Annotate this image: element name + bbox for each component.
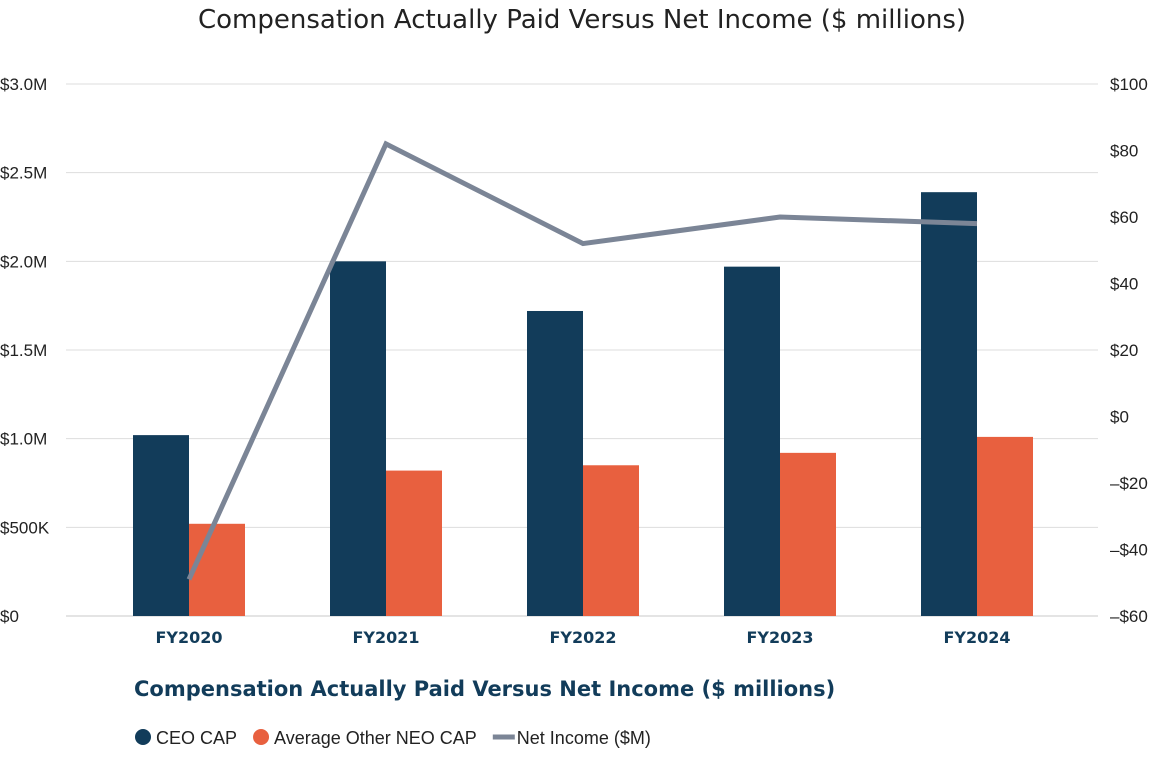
left-tick-label: $0	[0, 607, 19, 626]
category-label: FY2021	[352, 628, 419, 647]
ceo-cap-legend-marker	[135, 729, 151, 745]
legend: CEO CAP Average Other NEO CAP Net Income (…	[135, 728, 651, 748]
ceo-cap-bar	[133, 435, 189, 616]
right-tick-label: $100	[1110, 75, 1148, 94]
left-axis: $0 $500K $1.0M $1.5M $2.0M $2.5M $3.0M	[0, 75, 50, 626]
chart-title: Compensation Actually Paid Versus Net In…	[198, 5, 966, 35]
legend-label: Net Income ($M)	[517, 728, 651, 748]
right-tick-label: $80	[1110, 142, 1138, 161]
neo-cap-legend-marker	[253, 729, 270, 745]
net-income-line-group	[186, 140, 978, 581]
left-tick-label: $1.0M	[0, 430, 47, 449]
neo-cap-bar	[189, 523, 245, 616]
right-tick-label: –$60	[1110, 607, 1148, 626]
right-tick-label: $40	[1110, 275, 1138, 294]
right-tick-label: –$20	[1110, 474, 1148, 493]
right-tick-label: –$40	[1110, 541, 1148, 560]
category-label: FY2022	[549, 628, 616, 647]
legend-label: Average Other NEO CAP	[274, 728, 477, 748]
left-tick-label: $500K	[0, 518, 50, 537]
bars	[133, 192, 1033, 616]
ceo-cap-bar	[921, 192, 977, 616]
neo-cap-bar	[386, 470, 442, 616]
ceo-cap-bar	[330, 261, 386, 616]
right-axis: –$60 –$40 –$20 $0 $20 $40 $60 $80 $100	[1110, 75, 1148, 626]
ceo-cap-bar	[527, 310, 583, 616]
right-tick-label: $60	[1110, 208, 1138, 227]
category-label: FY2024	[943, 628, 1010, 647]
category-axis: FY2020 FY2021 FY2022 FY2023 FY2024	[155, 628, 1010, 647]
neo-cap-bar	[780, 452, 836, 616]
net-income-line	[186, 140, 978, 581]
ceo-cap-bar	[724, 266, 780, 616]
right-tick-label: $0	[1110, 408, 1129, 427]
legend-label: CEO CAP	[156, 728, 237, 748]
category-label: FY2023	[746, 628, 813, 647]
left-tick-label: $3.0M	[0, 75, 47, 94]
category-label: FY2020	[155, 628, 222, 647]
left-tick-label: $1.5M	[0, 341, 47, 360]
chart-subtitle: Compensation Actually Paid Versus Net In…	[134, 677, 835, 701]
right-tick-label: $20	[1110, 341, 1138, 360]
neo-cap-bar	[977, 436, 1033, 616]
left-tick-label: $2.5M	[0, 164, 47, 183]
neo-cap-bar	[583, 465, 639, 616]
left-tick-label: $2.0M	[0, 252, 47, 271]
